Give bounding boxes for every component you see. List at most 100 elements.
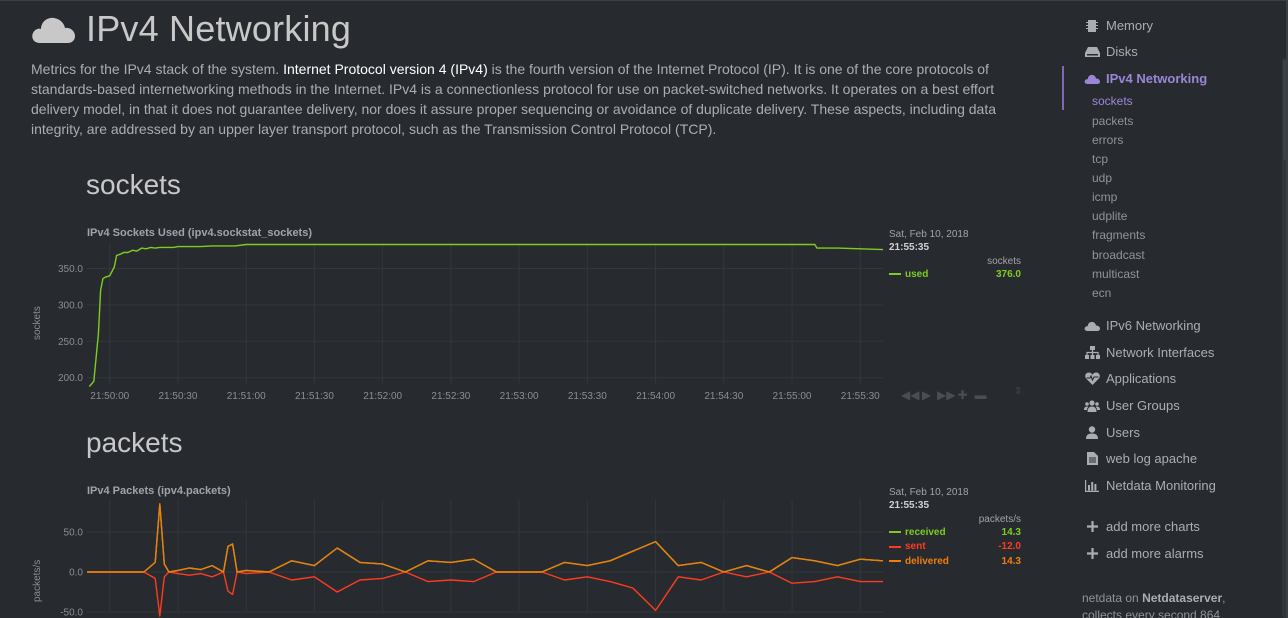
sidebar-subitem-multicast[interactable]: multicast [1092,267,1140,281]
legend-swatch [889,273,901,276]
file-icon [1084,452,1100,466]
y-tick-label: -50.0 [60,608,83,618]
packets-chart[interactable]: -50.0 0.0 50.0 [0,0,1062,618]
legend-units: sockets [987,256,1021,267]
legend-swatch [889,545,901,548]
intro-link[interactable]: Internet Protocol version 4 (IPv4) [283,61,488,77]
legend-name: delivered [905,555,949,567]
plus-icon [1084,547,1100,561]
legend-swatch [889,531,901,534]
legend-value: 14.3 [1001,555,1021,567]
sitemap-icon [1084,346,1100,360]
x-tick-label: 21:54:30 [704,391,743,402]
sidebar-subitem-broadcast[interactable]: broadcast [1092,248,1145,262]
page-header: IPv4 Networking [30,6,351,52]
sockets-chart[interactable]: 200.0 250.0 300.0 350.0 21:50:00 21:50:30 21:5… [0,0,1062,618]
section-title-packets: packets [86,427,183,458]
heartbeat-icon [1084,372,1100,386]
series-line-used [88,243,884,387]
resize-handle-icon[interactable]: ⇳ [1014,386,1023,397]
sidebar-item-label: Applications [1106,371,1177,386]
sidebar-item-memory[interactable]: Memory [1084,18,1153,33]
main-content: IPv4 Networking Metrics for the IPv4 sta… [0,0,1062,618]
rewind-icon[interactable]: ◀◀ [901,388,920,402]
legend-value: 14.3 [1001,526,1021,538]
legend-row-delivered[interactable]: delivered 14.3 [889,554,1021,569]
sidebar-item-disks[interactable]: Disks [1084,44,1138,59]
intro-text-after: is the fourth version of the Internet Pr… [31,61,997,137]
x-tick-label: 21:55:00 [773,391,812,402]
x-tick-label: 21:53:30 [568,391,607,402]
sidebar-subitem-packets[interactable]: packets [1092,114,1134,128]
sidebar-item-users[interactable]: Users [1084,425,1140,440]
sidebar-item-label: web log apache [1106,451,1198,466]
play-icon[interactable]: ▶ [921,388,932,402]
cloud-icon [1084,72,1100,86]
sidebar-active-indicator [1062,66,1064,110]
series-line-delivered [87,503,884,573]
y-tick-label: 200.0 [58,373,83,384]
footer-suffix: , [1222,591,1226,605]
sidebar-subitem-fragments[interactable]: fragments [1092,228,1146,242]
sidebar-subitem-errors[interactable]: errors [1092,133,1124,147]
chart-title-packets: IPv4 Packets (ipv4.packets) [87,485,231,497]
series-line-sent [87,571,883,617]
zoom-in-icon[interactable]: ✚ [957,388,968,402]
sidebar-item-web-log-apache[interactable]: web log apache [1084,451,1197,466]
legend-name: sent [905,541,926,553]
legend-time: 21:55:35 [889,500,930,511]
y-tick-label: 250.0 [58,337,83,348]
users-icon [1084,399,1100,413]
sidebar-subitem-icmp[interactable]: icmp [1092,190,1118,204]
legend-row-used[interactable]: used 376.0 [889,267,1021,282]
sidebar-item-label: User Groups [1106,398,1180,413]
sidebar-item-ipv6-networking[interactable]: IPv6 Networking [1084,318,1201,333]
sidebar-subitem-ecn[interactable]: ecn [1092,286,1112,300]
sidebar-item-ipv4-networking[interactable]: IPv4 Networking [1084,71,1207,86]
sidebar-item-applications[interactable]: Applications [1084,371,1176,386]
sidebar-footer: netdata on Netdataserver, collects every… [1082,590,1262,618]
legend-name: used [905,268,929,280]
sidebar-item-network-interfaces[interactable]: Network Interfaces [1084,345,1214,360]
scrollbar[interactable] [1268,0,1288,618]
x-tick-label: 21:53:00 [500,391,539,402]
forward-icon[interactable]: ▶▶ [937,388,956,402]
sidebar-item-label: Netdata Monitoring [1106,478,1216,493]
sidebar: Memory Disks IPv4 Networking sockets pac… [1062,0,1268,618]
sidebar-item-netdata-monitoring[interactable]: Netdata Monitoring [1084,478,1216,493]
sidebar-subitem-tcp[interactable]: tcp [1092,152,1109,166]
window-border [1286,0,1288,618]
legend-date: Sat, Feb 10, 2018 [889,487,969,498]
legend-row-sent[interactable]: sent -12.0 [889,540,1021,555]
sidebar-item-label: Users [1106,425,1140,440]
series-line-received [87,503,884,573]
zoom-out-icon[interactable]: ▬ [974,388,987,402]
sidebar-subitem-udplite[interactable]: udplite [1092,209,1128,223]
x-tick-label: 21:50:00 [90,391,129,402]
sidebar-subitem-udp[interactable]: udp [1092,171,1113,185]
scrollbar-thumb[interactable] [1283,60,1286,160]
legend-name: received [905,526,946,538]
legend-row-received[interactable]: received 14.3 [889,525,1021,540]
legend-value: -12.0 [998,541,1021,553]
footer-line2: collects every second 864 [1082,608,1221,618]
cloud-icon [32,17,75,43]
x-tick-label: 21:52:30 [431,391,470,402]
sidebar-item-label: IPv4 Networking [1106,71,1208,86]
add-more-charts-link[interactable]: add more charts [1084,519,1200,534]
add-more-alarms-link[interactable]: add more alarms [1084,546,1204,561]
footer-prefix: netdata on [1082,591,1143,605]
legend-units: packets/s [978,514,1021,525]
intro-text-before: Metrics for the IPv4 stack of the system… [31,61,284,77]
x-tick-label: 21:51:30 [295,391,334,402]
sidebar-item-user-groups[interactable]: User Groups [1084,398,1180,413]
y-tick-label: 50.0 [64,528,84,539]
chart-title-sockets: IPv4 Sockets Used (ipv4.sockstat_sockets… [87,227,313,239]
legend-swatch [889,560,901,563]
sidebar-subitem-sockets[interactable]: sockets [1092,94,1133,108]
action-label: add more charts [1106,519,1200,534]
x-tick-label: 21:55:30 [841,391,880,402]
legend-time: 21:55:35 [889,242,930,253]
user-icon [1084,426,1100,440]
footer-host: Netdataserver [1142,591,1223,605]
